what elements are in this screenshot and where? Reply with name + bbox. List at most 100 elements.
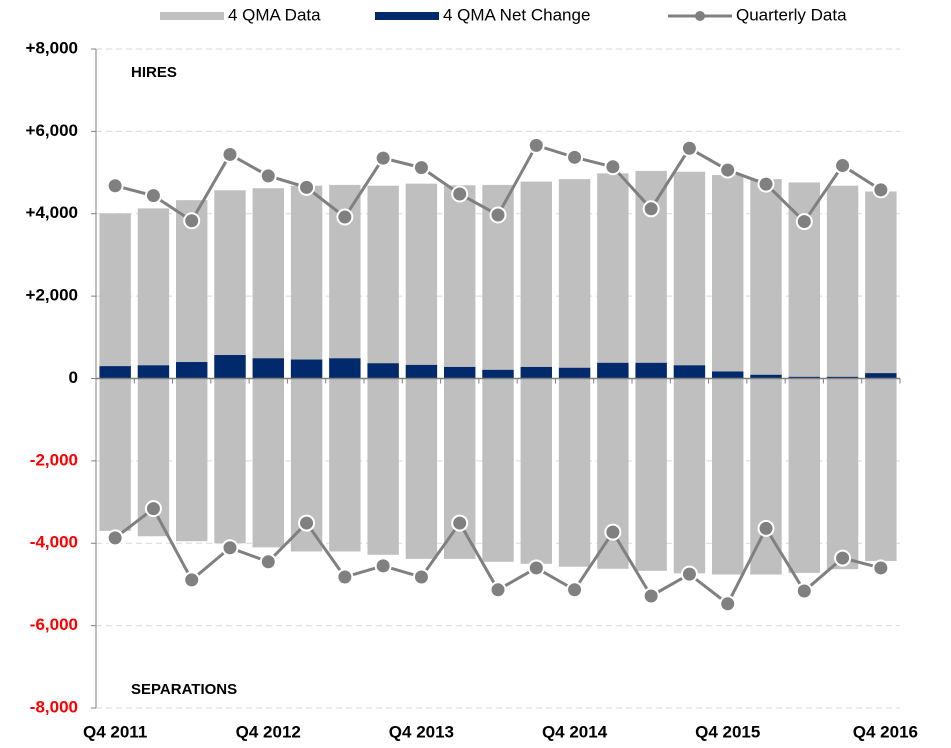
separations-bar: [865, 378, 897, 561]
quarterly-marker: [642, 587, 660, 605]
hires-bar: [750, 179, 782, 379]
hires-bar: [520, 181, 552, 379]
separations-bar: [176, 378, 208, 542]
quarterly-marker: [259, 167, 277, 185]
separations-bar: [750, 378, 782, 575]
quarterly-marker: [451, 514, 469, 532]
y-tick-label: -2,000: [30, 450, 78, 469]
quarterly-marker: [680, 565, 698, 583]
quarterly-marker: [489, 206, 507, 224]
quarterly-marker: [298, 178, 316, 196]
separations-bar: [788, 378, 820, 573]
quarterly-marker: [757, 519, 775, 537]
hires-bar: [405, 183, 438, 379]
hires-bar: [214, 190, 246, 379]
quarterly-marker: [412, 159, 430, 177]
net-change-bar: [405, 364, 438, 379]
net-change-bar: [444, 366, 476, 379]
quarterly-marker: [221, 145, 239, 163]
net-change-bar: [712, 371, 744, 379]
quarterly-marker: [719, 595, 737, 613]
quarterly-marker: [106, 177, 124, 195]
quarterly-marker: [221, 539, 239, 557]
annotation: SEPARATIONS: [131, 681, 237, 698]
quarterly-marker: [374, 557, 392, 575]
hires-bar: [597, 173, 629, 379]
net-change-bar: [750, 374, 782, 379]
quarterly-marker: [719, 161, 737, 179]
y-tick-label: -8,000: [30, 697, 78, 716]
x-tick-label: Q4 2014: [542, 722, 608, 741]
quarterly-marker: [527, 559, 545, 577]
legend-swatch: [695, 11, 705, 21]
x-tick-label: Q4 2011: [83, 722, 147, 741]
net-change-bar: [520, 366, 552, 379]
hires-bar: [176, 200, 208, 379]
hires-bar: [865, 191, 897, 379]
quarterly-marker: [527, 136, 545, 154]
x-tick-label: Q4 2012: [236, 722, 301, 741]
net-change-bar: [673, 365, 706, 379]
y-tick-label: +8,000: [26, 38, 78, 57]
x-tick-label: Q4 2016: [853, 722, 918, 741]
net-change-bar: [788, 376, 820, 379]
net-change-bar: [635, 362, 667, 379]
hires-bar: [444, 185, 476, 379]
quarterly-marker: [566, 148, 584, 166]
net-change-bar: [329, 358, 361, 379]
net-change-bar: [137, 365, 170, 379]
quarterly-marker: [374, 149, 392, 167]
y-tick-label: -4,000: [30, 533, 78, 552]
separations-bar: [367, 378, 399, 555]
separations-bar: [520, 378, 552, 564]
quarterly-marker: [795, 213, 813, 231]
quarterly-marker: [795, 582, 813, 600]
net-change-bar: [252, 358, 284, 379]
y-tick-label: -6,000: [30, 615, 78, 634]
quarterly-marker: [566, 581, 584, 599]
separations-bar: [252, 378, 284, 548]
quarterly-marker: [834, 549, 852, 567]
separations-bar: [405, 378, 438, 559]
hires-bar: [558, 179, 591, 379]
separations-bar: [99, 378, 131, 531]
hires-bar: [712, 175, 744, 379]
quarterly-marker: [144, 500, 162, 518]
quarterly-marker: [642, 200, 660, 218]
quarterly-marker: [412, 568, 430, 586]
separations-bar: [712, 378, 744, 575]
quarterly-marker: [872, 559, 890, 577]
hires-bar: [367, 185, 399, 379]
net-change-bar: [367, 363, 399, 379]
quarterly-marker: [336, 568, 354, 586]
net-change-bar: [558, 367, 591, 379]
separations-bar: [673, 378, 706, 574]
quarterly-marker: [336, 208, 354, 226]
legend-swatch: [160, 12, 224, 20]
separations-bar: [329, 378, 361, 552]
net-change-bar: [214, 355, 246, 379]
separations-bar: [482, 378, 514, 562]
y-tick-label: 0: [69, 368, 78, 387]
net-change-bar: [290, 359, 323, 379]
separations-bar: [635, 378, 667, 571]
quarterly-marker: [680, 139, 698, 157]
quarterly-marker: [451, 185, 469, 203]
quarterly-marker: [183, 571, 201, 589]
quarterly-marker: [144, 187, 162, 205]
x-tick-label: Q4 2013: [389, 722, 454, 741]
quarterly-marker: [604, 158, 622, 176]
quarterly-marker: [259, 553, 277, 571]
hires-bar: [99, 213, 131, 379]
quarterly-marker: [106, 529, 124, 547]
y-tick-label: +2,000: [26, 286, 78, 305]
net-change-bar: [597, 362, 629, 379]
legend-swatch: [375, 12, 439, 20]
separations-bar: [444, 378, 476, 559]
hires-bar: [290, 185, 323, 379]
quarterly-marker: [834, 157, 852, 175]
separations-bar: [826, 378, 859, 570]
net-change-bar: [865, 373, 897, 379]
separations-bar: [558, 378, 591, 567]
